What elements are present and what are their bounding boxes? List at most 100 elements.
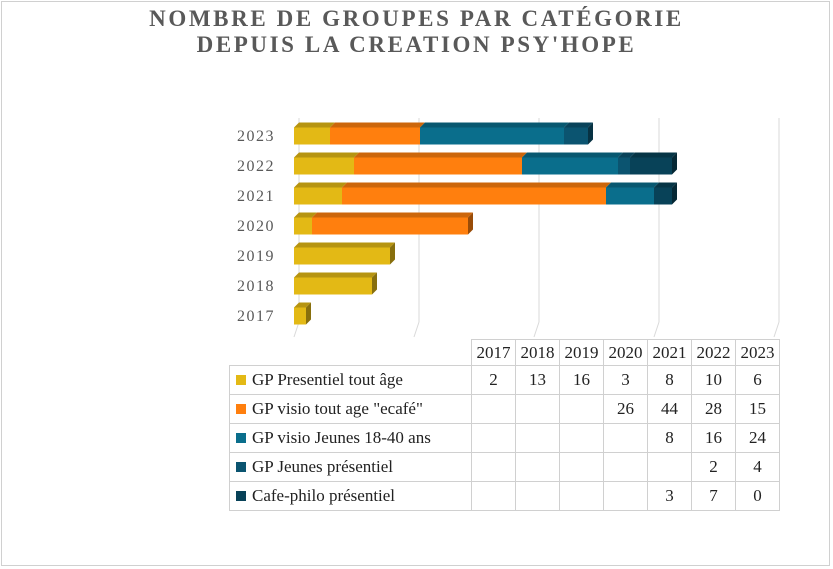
table-cell: 7 xyxy=(691,481,736,511)
y-tick-label: 2020 xyxy=(237,218,275,235)
bar-segment-top xyxy=(564,122,593,128)
table-cell xyxy=(603,481,648,511)
table-row: GP Jeunes présentiel 2 4 xyxy=(229,452,780,482)
table-cell xyxy=(471,481,516,511)
table-column-header: 2021 xyxy=(647,339,692,366)
chart-title: NOMBRE DE GROUPES PAR CATÉGORIE xyxy=(149,6,684,31)
table-corner xyxy=(229,339,472,366)
y-tick-label: 2023 xyxy=(237,128,275,145)
bar-segment xyxy=(294,247,390,265)
table-cell xyxy=(647,452,692,482)
table-cell xyxy=(515,394,560,424)
chart-subtitle: DEPUIS LA CREATION PSY'HOPE xyxy=(196,32,637,57)
table-cell: 44 xyxy=(647,394,692,424)
bar-segment-side xyxy=(390,242,395,265)
bar-segment-top xyxy=(294,122,335,128)
legend-entry: GP visio tout age "ecafé" xyxy=(229,394,472,424)
legend-entry: GP Presentiel tout âge xyxy=(229,365,472,395)
bar-segment-top xyxy=(630,152,677,158)
table-cell: 24 xyxy=(735,423,780,453)
bar-segment xyxy=(564,127,588,145)
table-cell: 8 xyxy=(647,365,692,395)
table-column-header: 2017 xyxy=(471,339,516,366)
table-cell: 26 xyxy=(603,394,648,424)
bar-segment-side xyxy=(306,302,311,325)
legend-label: GP visio Jeunes 18-40 ans xyxy=(252,428,431,447)
bar-segment-top xyxy=(294,242,395,248)
table-row: GP Presentiel tout âge 2 13 16 3 8 10 6 xyxy=(229,365,780,395)
gridline-floor xyxy=(773,321,780,338)
table-cell: 0 xyxy=(735,481,780,511)
bar-segment xyxy=(654,187,672,205)
bar-segment-side xyxy=(672,152,677,175)
bar-segment xyxy=(294,217,312,235)
legend-key xyxy=(236,404,246,414)
table-cell xyxy=(603,452,648,482)
bar-segment-top xyxy=(294,182,347,188)
table-cell: 16 xyxy=(691,423,736,453)
y-tick-label: 2019 xyxy=(237,248,275,265)
y-tick-label: 2021 xyxy=(237,188,275,205)
bar-segment-top xyxy=(312,212,473,218)
table-cell: 4 xyxy=(735,452,780,482)
table-row: GP visio tout age "ecafé" 26 44 28 15 xyxy=(229,394,780,424)
table-cell xyxy=(515,452,560,482)
bar-segment xyxy=(354,157,522,175)
table-cell xyxy=(603,423,648,453)
table-header-row: 2017 2018 2019 2020 2021 2022 2023 xyxy=(229,339,780,366)
table-cell: 3 xyxy=(603,365,648,395)
table-cell: 15 xyxy=(735,394,780,424)
table-row: Cafe-philo présentiel 3 7 0 xyxy=(229,481,780,511)
table-cell: 28 xyxy=(691,394,736,424)
table-cell: 10 xyxy=(691,365,736,395)
bar-segment xyxy=(630,157,672,175)
bar-segment-top xyxy=(342,182,611,188)
table-cell: 8 xyxy=(647,423,692,453)
bar-segment-top xyxy=(654,182,677,188)
table-cell xyxy=(515,481,560,511)
table-cell xyxy=(559,423,604,453)
legend-entry: GP visio Jeunes 18-40 ans xyxy=(229,423,472,453)
legend-label: GP Jeunes présentiel xyxy=(252,457,394,476)
bar-segment-top xyxy=(618,152,635,158)
table-cell xyxy=(471,423,516,453)
table-cell xyxy=(559,481,604,511)
bar-segment xyxy=(312,217,468,235)
table-column-header: 2018 xyxy=(515,339,560,366)
table-cell: 6 xyxy=(735,365,780,395)
bar-segment-top xyxy=(330,122,425,128)
bar-segment-top xyxy=(294,272,377,278)
table-row: GP visio Jeunes 18-40 ans 8 16 24 xyxy=(229,423,780,453)
table-cell: 16 xyxy=(559,365,604,395)
y-tick-label: 2018 xyxy=(237,278,275,295)
bar-segment xyxy=(342,187,606,205)
bar-segment xyxy=(330,127,420,145)
table-cell: 13 xyxy=(515,365,560,395)
bar-segment-top xyxy=(606,182,659,188)
bar-segment xyxy=(294,127,330,145)
bar-segment xyxy=(618,157,630,175)
table-cell xyxy=(515,423,560,453)
y-tick-label: 2022 xyxy=(237,158,275,175)
legend-key xyxy=(236,433,246,443)
bar-segment xyxy=(420,127,564,145)
table-column-header: 2022 xyxy=(691,339,736,366)
bar-segment-side xyxy=(672,182,677,205)
bar-segment xyxy=(294,307,306,325)
table-cell: 3 xyxy=(647,481,692,511)
bar-segment-top xyxy=(420,122,569,128)
table-cell: 2 xyxy=(691,452,736,482)
bar-segment-top xyxy=(294,152,359,158)
legend-label: Cafe-philo présentiel xyxy=(252,486,396,505)
legend-label: GP visio tout age "ecafé" xyxy=(252,399,423,418)
bar-segment-top xyxy=(294,212,317,218)
table-cell xyxy=(471,394,516,424)
data-table: 2017 2018 2019 2020 2021 2022 2023 GP Presentie… xyxy=(229,339,780,511)
bar-segment xyxy=(294,277,372,295)
bar-segment-top xyxy=(522,152,623,158)
bar-segment-top xyxy=(354,152,527,158)
legend-label: GP Presentiel tout âge xyxy=(252,370,403,389)
bar-segment xyxy=(522,157,618,175)
